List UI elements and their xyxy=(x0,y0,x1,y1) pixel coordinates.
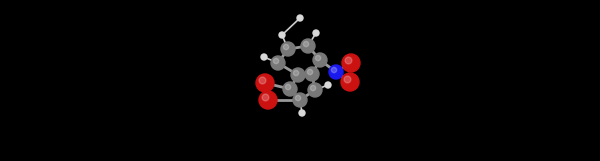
Circle shape xyxy=(291,68,305,82)
Circle shape xyxy=(271,56,285,70)
Circle shape xyxy=(279,32,285,38)
Circle shape xyxy=(281,42,295,56)
Circle shape xyxy=(299,110,305,116)
Circle shape xyxy=(283,82,297,96)
Circle shape xyxy=(297,15,303,21)
Circle shape xyxy=(342,54,360,72)
Circle shape xyxy=(313,53,327,67)
Circle shape xyxy=(341,73,359,91)
Circle shape xyxy=(262,94,269,101)
Circle shape xyxy=(256,74,274,92)
Circle shape xyxy=(261,54,267,60)
Circle shape xyxy=(310,85,316,91)
Circle shape xyxy=(325,82,331,88)
Circle shape xyxy=(331,67,337,73)
Circle shape xyxy=(307,69,313,75)
Circle shape xyxy=(293,70,299,76)
Circle shape xyxy=(308,83,322,97)
Circle shape xyxy=(345,57,352,64)
Circle shape xyxy=(344,76,351,83)
Circle shape xyxy=(329,65,343,79)
Circle shape xyxy=(259,91,277,109)
Circle shape xyxy=(293,93,307,107)
Circle shape xyxy=(301,39,315,53)
Circle shape xyxy=(283,44,289,50)
Circle shape xyxy=(295,95,301,101)
Circle shape xyxy=(313,30,319,36)
Circle shape xyxy=(286,84,291,90)
Circle shape xyxy=(259,77,266,84)
Circle shape xyxy=(304,41,309,47)
Circle shape xyxy=(274,58,279,64)
Circle shape xyxy=(316,55,321,61)
Circle shape xyxy=(305,67,319,81)
